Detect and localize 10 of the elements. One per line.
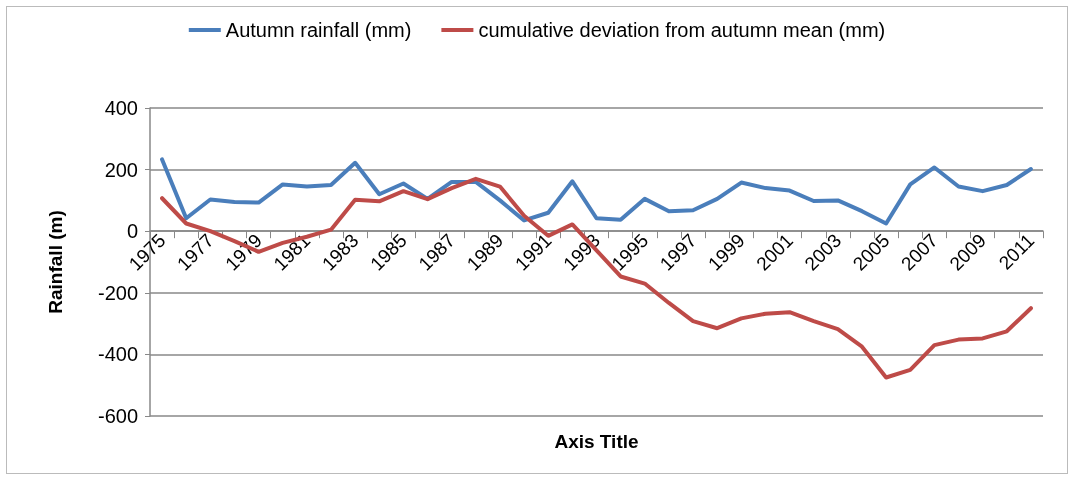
line-series <box>160 157 1033 226</box>
y-tick-label: 400 <box>104 97 138 119</box>
y-tick-label: -400 <box>97 343 138 366</box>
x-axis-title: Axis Title <box>554 431 639 452</box>
y-tick-label: 200 <box>104 158 138 181</box>
legend-label: cumulative deviation from autumn mean (mm) <box>478 19 886 41</box>
y-tick-label: -200 <box>97 281 138 304</box>
y-tick-label: -600 <box>97 405 138 427</box>
y-axis-title: Rainfall (m) <box>45 210 66 314</box>
legend-label: Autumn rainfall (mm) <box>225 19 412 41</box>
